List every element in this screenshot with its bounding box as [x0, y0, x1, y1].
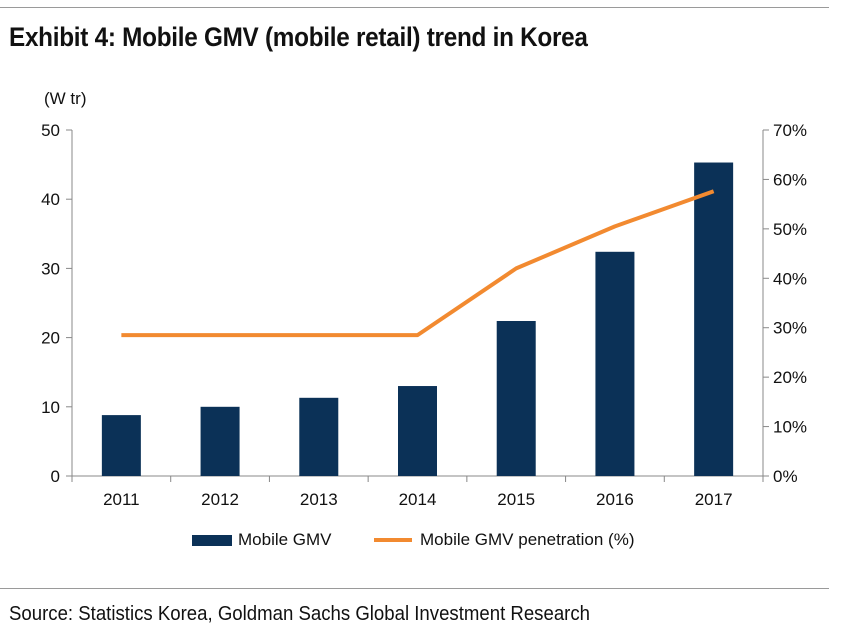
legend-item-bar: Mobile GMV	[192, 529, 332, 551]
legend-label-bar: Mobile GMV	[238, 530, 332, 549]
y-tick-label-right: 40%	[773, 269, 807, 288]
legend-label-line: Mobile GMV penetration (%)	[420, 530, 635, 549]
y-tick-label-right: 0%	[773, 467, 798, 486]
x-tick-label: 2015	[497, 490, 535, 509]
bar-mobile-gmv	[101, 415, 141, 476]
x-tick-label: 2011	[103, 490, 140, 509]
y-tick-label-right: 60%	[773, 170, 807, 189]
x-tick-label: 2017	[695, 490, 733, 509]
bar-mobile-gmv	[299, 397, 339, 476]
x-tick-label: 2013	[300, 490, 338, 509]
y-tick-label-right: 10%	[773, 418, 807, 437]
legend-item-line: Mobile GMV penetration (%)	[374, 529, 634, 551]
y-tick-label-left: 0	[51, 467, 60, 486]
line-penetration	[121, 189, 715, 338]
bar-mobile-gmv	[200, 406, 240, 476]
y-tick-label-right: 70%	[773, 121, 807, 140]
exhibit-title: Exhibit 4: Mobile GMV (mobile retail) tr…	[9, 22, 588, 52]
y-tick-label-left: 10	[41, 398, 60, 417]
y-tick-label-right: 30%	[773, 319, 807, 338]
x-tick-label: 2014	[399, 490, 437, 509]
source-note: Source: Statistics Korea, Goldman Sachs …	[9, 603, 591, 625]
bar-mobile-gmv	[398, 386, 437, 476]
x-tick-label: 2016	[596, 490, 634, 509]
y-tick-label-right: 20%	[773, 368, 807, 387]
bar-mobile-gmv	[694, 162, 734, 477]
legend-swatch-line	[374, 538, 412, 542]
x-tick-label: 2012	[201, 490, 239, 509]
y-tick-label-left: 30	[41, 259, 60, 278]
y-tick-label-left: 20	[41, 329, 60, 348]
bottom-rule	[0, 588, 829, 589]
top-rule	[0, 7, 829, 8]
bar-mobile-gmv	[595, 251, 635, 476]
legend-swatch-bar	[192, 534, 232, 546]
y-tick-label-left: 50	[41, 121, 60, 140]
bar-mobile-gmv	[496, 320, 536, 476]
chart: 0 10 20 30 40 50 (W tr) 0% 10% 20% 30% 40% 50% 60% 70%…	[41, 89, 807, 509]
y-tick-label-right: 50%	[773, 220, 807, 239]
y-tick-label-left: 40	[41, 190, 60, 209]
y-unit-label: (W tr)	[44, 89, 86, 108]
